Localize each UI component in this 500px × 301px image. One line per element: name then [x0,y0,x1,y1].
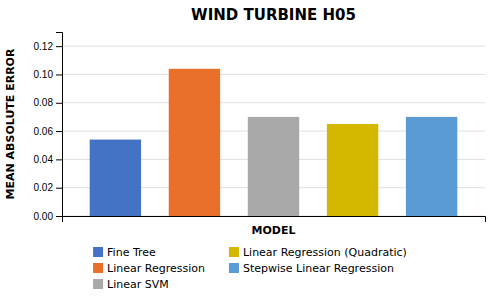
bars [90,69,458,216]
x-axis-title: MODEL [252,224,296,237]
legend-label: Fine Tree [107,246,156,259]
legend-item: Linear Regression [93,262,205,275]
legend-label: Linear Regression (Quadratic) [243,246,407,259]
title: WIND TURBINE H05 [191,6,356,24]
legend-item: Linear Regression (Quadratic) [229,246,407,259]
y-tick: 0.10 [34,69,62,80]
grid-line [62,102,485,103]
legend-swatch [229,247,239,257]
y-tick-label: 0.04 [34,154,54,165]
y-tick-label: 0.08 [34,97,54,108]
legend-label: Linear Regression [107,262,205,275]
y-tick-label: 0.02 [34,182,54,193]
y-tick-mark [56,159,62,160]
x-axis [63,217,486,223]
grid-line [62,46,485,47]
grid [62,46,485,216]
y-tick-mark [56,46,62,47]
y-tick: 0.00 [34,211,62,222]
y-tick: 0.02 [34,182,62,193]
y-tick: 0.12 [34,41,62,52]
legend-item: Stepwise Linear Regression [229,262,394,275]
bar [327,124,378,216]
y-tick-label: 0.06 [34,126,54,137]
y-axis-title: MEAN ABSOLUTE ERROR [4,48,17,199]
legend-swatch [93,279,103,289]
y-tick-mark [56,74,62,75]
y-axis: 0.00 0.02 0.04 0.06 0.08 0.10 0.12 [34,33,63,222]
legend-swatch [93,247,103,257]
bar [90,140,141,216]
bar [169,69,220,216]
grid-line [62,74,485,75]
legend-label: Linear SVM [107,278,169,291]
legend-label: Stepwise Linear Regression [243,262,394,275]
y-tick-label: 0.10 [34,69,54,80]
chart: 0.00 0.02 0.04 0.06 0.08 0.10 0.12 WIND TURBINE… [0,0,500,301]
legend-item: Fine Tree [93,246,156,259]
y-tick: 0.04 [34,154,62,165]
y-tick-mark [56,188,62,189]
y-tick-mark [56,103,62,104]
legend: Fine Tree Linear Regression Linear SVM Line… [93,246,407,291]
y-tick-label: 0.12 [34,41,54,52]
legend-item: Linear SVM [93,278,169,291]
y-tick-mark [56,216,62,217]
bar [248,117,299,216]
legend-swatch [93,263,103,273]
y-tick: 0.08 [34,97,62,108]
plot: 0.00 0.02 0.04 0.06 0.08 0.10 0.12 [34,33,486,223]
y-tick-mark [56,131,62,132]
y-tick-label: 0.00 [34,211,54,222]
bar [406,117,457,216]
y-tick: 0.06 [34,126,62,137]
y-axis-line [56,33,63,217]
x-axis-line [63,217,486,223]
legend-swatch [229,263,239,273]
